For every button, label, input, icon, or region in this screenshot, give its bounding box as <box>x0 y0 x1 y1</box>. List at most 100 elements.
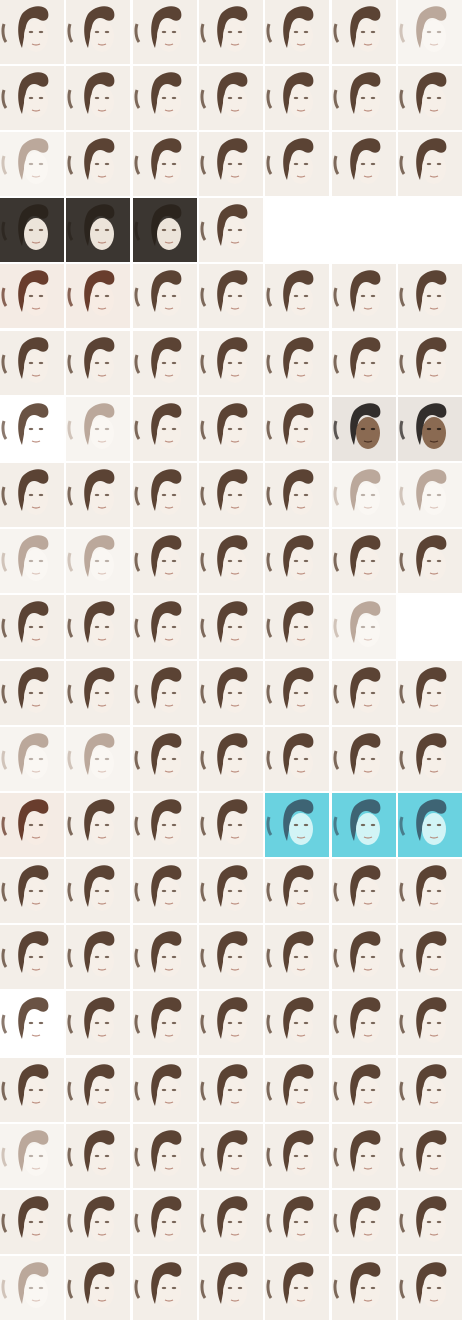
hair-strand <box>1 486 8 506</box>
face-image <box>199 463 263 527</box>
eye-shape <box>303 162 309 166</box>
face-shape <box>90 284 114 316</box>
hair-strand <box>399 420 406 440</box>
face-image <box>332 661 396 725</box>
hair-strand <box>266 23 273 43</box>
eye-shape <box>171 1088 177 1092</box>
eye-shape <box>436 30 442 34</box>
face-tile <box>398 0 462 64</box>
face-tile <box>332 1058 396 1122</box>
hair-strand <box>399 882 406 902</box>
mouth-shape <box>31 109 41 112</box>
mouth-shape <box>97 440 107 443</box>
eye-shape <box>104 955 110 959</box>
face-shape <box>223 747 247 779</box>
mouth-shape <box>296 1299 306 1302</box>
face-shape <box>223 483 247 515</box>
face-tile <box>332 859 396 923</box>
eye-shape <box>436 361 442 365</box>
eye-shape <box>303 757 309 761</box>
face-image <box>66 1256 130 1320</box>
face-shape <box>356 20 380 52</box>
face-shape <box>289 1078 313 1110</box>
mouth-shape <box>296 572 306 575</box>
hair-strand <box>200 1147 207 1167</box>
mouth-shape <box>97 1101 107 1104</box>
face-image <box>199 1256 263 1320</box>
eye-shape <box>104 1088 110 1092</box>
hair-strand <box>67 89 74 109</box>
hair-shape <box>416 931 447 973</box>
hair-strand <box>266 486 273 506</box>
mouth-shape <box>164 770 174 773</box>
eye-shape <box>237 955 243 959</box>
eye-shape <box>426 1021 432 1025</box>
face-tile <box>265 595 329 659</box>
face-image <box>265 198 329 262</box>
hair-shape <box>283 667 314 709</box>
eye-shape <box>104 1154 110 1158</box>
face-image <box>66 1058 130 1122</box>
hair-strand <box>1 882 8 902</box>
face-image <box>398 1058 462 1122</box>
face-shape <box>90 20 114 52</box>
face-image <box>398 793 462 857</box>
mouth-shape <box>363 440 373 443</box>
eye-shape <box>436 559 442 563</box>
face-tile <box>133 66 197 130</box>
hair-strand <box>67 618 74 638</box>
face-tile <box>0 859 64 923</box>
eye-shape <box>94 294 100 298</box>
hair-shape <box>350 733 381 775</box>
face-image <box>398 925 462 989</box>
face-shape <box>289 813 313 845</box>
face-tile <box>332 1124 396 1188</box>
face-tile <box>199 661 263 725</box>
hair-strand <box>266 948 273 968</box>
face-image <box>398 529 462 593</box>
hair-shape <box>84 799 115 841</box>
face-shape <box>356 549 380 581</box>
hair-shape <box>416 997 447 1039</box>
hair-strand <box>67 1147 74 1167</box>
hair-strand <box>67 1279 74 1299</box>
face-tile <box>199 1256 263 1320</box>
face-image <box>332 925 396 989</box>
face-tile <box>398 198 462 262</box>
hair-strand <box>200 1014 207 1034</box>
mouth-shape <box>164 1101 174 1104</box>
face-tile <box>133 793 197 857</box>
hair-shape <box>18 931 49 973</box>
eye-shape <box>237 361 243 365</box>
face-shape <box>157 615 181 647</box>
hair-shape <box>283 138 314 180</box>
face-tile <box>0 595 64 659</box>
face-image <box>66 264 130 328</box>
eye-shape <box>237 30 243 34</box>
face-tile <box>133 132 197 196</box>
hair-strand <box>200 618 207 638</box>
hair-shape <box>18 601 49 643</box>
eye-shape <box>104 427 110 431</box>
eye-shape <box>303 30 309 34</box>
face-tile <box>199 859 263 923</box>
face-shape <box>422 86 446 118</box>
hair-shape <box>217 403 248 445</box>
face-image <box>66 132 130 196</box>
hair-strand <box>200 882 207 902</box>
mouth-shape <box>31 1101 41 1104</box>
eye-shape <box>293 162 299 166</box>
eye-shape <box>293 1021 299 1025</box>
face-shape <box>157 1276 181 1308</box>
face-tile <box>0 661 64 725</box>
hair-shape <box>416 337 447 379</box>
eye-shape <box>227 691 233 695</box>
eye-shape <box>237 1286 243 1290</box>
eye-shape <box>94 361 100 365</box>
face-shape <box>422 1210 446 1242</box>
mouth-shape <box>97 968 107 971</box>
eye-shape <box>161 559 167 563</box>
face-shape <box>24 152 48 184</box>
hair-shape <box>350 931 381 973</box>
hair-strand <box>266 354 273 374</box>
